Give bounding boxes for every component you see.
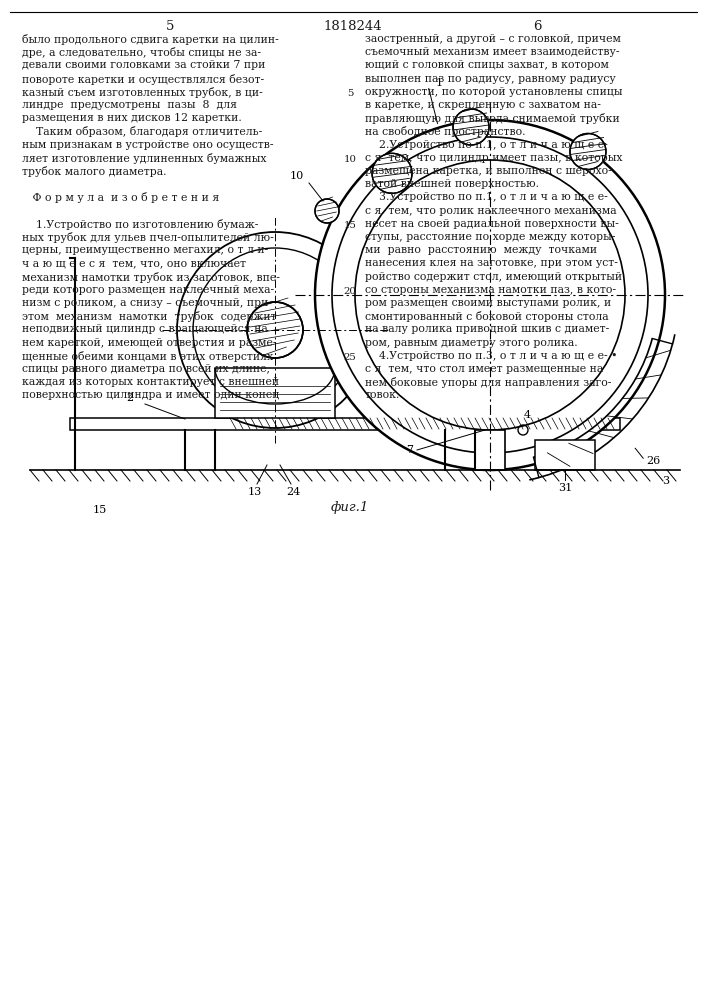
Text: 25: 25	[344, 353, 356, 362]
Text: 4: 4	[523, 410, 530, 420]
Text: 1818244: 1818244	[324, 20, 382, 33]
Circle shape	[332, 137, 648, 453]
Circle shape	[315, 199, 339, 223]
Text: смонтированный с боковой стороны стола: смонтированный с боковой стороны стола	[365, 311, 609, 322]
Text: реди которого размещен наклеечный меха-: реди которого размещен наклеечный меха-	[22, 285, 274, 295]
Circle shape	[570, 133, 606, 169]
Text: нанесения клея на заготовке, при этом уст-: нанесения клея на заготовке, при этом ус…	[365, 258, 618, 268]
Text: с я  тем, что стол имеет размещенные на: с я тем, что стол имеет размещенные на	[365, 364, 603, 374]
Text: товок.: товок.	[365, 390, 400, 400]
Bar	[215, 368, 335, 418]
Text: 24: 24	[286, 487, 300, 497]
Text: 15: 15	[93, 505, 107, 515]
Text: ных трубок для ульев пчел-опылителей лю-: ных трубок для ульев пчел-опылителей лю-	[22, 232, 274, 243]
Circle shape	[315, 120, 665, 470]
Text: 6: 6	[533, 20, 542, 33]
Text: 15: 15	[344, 221, 356, 230]
Circle shape	[177, 232, 373, 428]
Bar	[475, 430, 505, 470]
Text: ром размещен своими выступами ролик, и: ром размещен своими выступами ролик, и	[365, 298, 612, 308]
Text: казный съем изготовленных трубок, в ци-: казный съем изготовленных трубок, в ци-	[22, 87, 263, 98]
Text: ляет изготовление удлиненных бумажных: ляет изготовление удлиненных бумажных	[22, 153, 267, 164]
Text: ватой внешней поверхностью.: ватой внешней поверхностью.	[365, 179, 539, 189]
Text: ми  равно  расстоянию  между  точками: ми равно расстоянию между точками	[365, 245, 597, 255]
Text: на свободное пространство.: на свободное пространство.	[365, 126, 525, 137]
Text: 5: 5	[166, 20, 174, 33]
Text: 26: 26	[646, 456, 660, 466]
Circle shape	[355, 160, 625, 430]
Text: механизм намотки трубок из заготовок, впе-: механизм намотки трубок из заготовок, вп…	[22, 272, 280, 283]
Text: было продольного сдвига каретки на цилин-: было продольного сдвига каретки на цилин…	[22, 34, 279, 45]
Text: ным признакам в устройстве оно осуществ-: ным признакам в устройстве оно осуществ-	[22, 140, 274, 150]
Text: 7: 7	[407, 445, 414, 455]
Text: неподвижный цилиндр с вращающейся на: неподвижный цилиндр с вращающейся на	[22, 324, 268, 334]
Text: 10: 10	[290, 171, 304, 181]
Text: 20: 20	[344, 287, 356, 296]
Text: 10: 10	[344, 155, 356, 164]
Text: ч а ю щ е е с я  тем, что, оно включает: ч а ю щ е е с я тем, что, оно включает	[22, 258, 246, 268]
Text: 5: 5	[347, 89, 354, 98]
Text: Таким образом, благодаря отличитель-: Таким образом, благодаря отличитель-	[22, 126, 262, 137]
Text: размещена каретка, и выполнен с шерохо-: размещена каретка, и выполнен с шерохо-	[365, 166, 612, 176]
Text: 1.Устройство по изготовлению бумаж-: 1.Устройство по изготовлению бумаж-	[22, 219, 258, 230]
Text: несет на своей радиальной поверхности вы-: несет на своей радиальной поверхности вы…	[365, 219, 619, 229]
Text: ройство содержит стол, имеющий открытый: ройство содержит стол, имеющий открытый	[365, 272, 622, 282]
Text: поверхностью цилиндра и имеет один конец: поверхностью цилиндра и имеет один конец	[22, 390, 279, 400]
Text: 1: 1	[436, 79, 443, 89]
Text: фиг.1: фиг.1	[331, 502, 369, 514]
Text: нем боковые упоры для направления заго-: нем боковые упоры для направления заго-	[365, 377, 612, 388]
Text: с я  тем, что ролик наклеечного механизма: с я тем, что ролик наклеечного механизма	[365, 206, 617, 216]
Text: щенные обеими концами в этих отверстиях: щенные обеими концами в этих отверстиях	[22, 351, 273, 362]
Text: размещения в них дисков 12 каретки.: размещения в них дисков 12 каретки.	[22, 113, 242, 123]
Text: ющий с головкой спицы захват, в котором: ющий с головкой спицы захват, в котором	[365, 60, 609, 70]
Text: заостренный, а другой – с головкой, причем: заостренный, а другой – с головкой, прич…	[365, 34, 621, 44]
Text: Ф о р м у л а  и з о б р е т е н и я: Ф о р м у л а и з о б р е т е н и я	[22, 192, 219, 203]
Text: девали своими головками за стойки 7 при: девали своими головками за стойки 7 при	[22, 60, 265, 70]
Circle shape	[193, 248, 357, 412]
Text: дре, а следовательно, чтобы спицы не за-: дре, а следовательно, чтобы спицы не за-	[22, 47, 261, 58]
Bar	[70, 418, 620, 430]
Text: нем кареткой, имеющей отверстия и разме-: нем кареткой, имеющей отверстия и разме-	[22, 338, 276, 348]
Text: трубок малого диаметра.: трубок малого диаметра.	[22, 166, 167, 177]
Text: окружности, по которой установлены спицы: окружности, по которой установлены спицы	[365, 87, 622, 97]
Text: ром, равным диаметру этого ролика.: ром, равным диаметру этого ролика.	[365, 338, 578, 348]
Text: каждая из которых контактирует с внешней: каждая из которых контактирует с внешней	[22, 377, 279, 387]
Text: церны, преимущественно мегахил, о т л и-: церны, преимущественно мегахил, о т л и-	[22, 245, 268, 255]
Text: этом  механизм  намотки  трубок  содержит: этом механизм намотки трубок содержит	[22, 311, 276, 322]
Text: 4.Устройство по п.3, о т л и ч а ю щ е е- •: 4.Устройство по п.3, о т л и ч а ю щ е е…	[365, 351, 617, 361]
Text: 13: 13	[248, 487, 262, 497]
Text: повороте каретки и осуществлялся безот-: повороте каретки и осуществлялся безот-	[22, 74, 264, 85]
Text: 2: 2	[127, 393, 134, 403]
Text: съемочный механизм имеет взаимодейству-: съемочный механизм имеет взаимодейству-	[365, 47, 619, 57]
Text: со стороны механизма намотки паз, в кото-: со стороны механизма намотки паз, в кото…	[365, 285, 616, 295]
Circle shape	[247, 302, 303, 358]
Text: на валу ролика приводной шкив с диамет-: на валу ролика приводной шкив с диамет-	[365, 324, 609, 334]
Text: выполнен паз по радиусу, равному радиусу: выполнен паз по радиусу, равному радиусу	[365, 74, 616, 84]
Circle shape	[372, 153, 412, 193]
Text: 31: 31	[558, 483, 572, 493]
Text: 3: 3	[662, 476, 669, 486]
Text: в каретке, и скрепленную с захватом на-: в каретке, и скрепленную с захватом на-	[365, 100, 601, 110]
Text: с я  тем, что цилиндр имеет пазы, в которых: с я тем, что цилиндр имеет пазы, в котор…	[365, 153, 622, 163]
Text: правляющую для вывода снимаемой трубки: правляющую для вывода снимаемой трубки	[365, 113, 620, 124]
Text: 2.Устройство по п.1, о т л и ч а ю щ е е-: 2.Устройство по п.1, о т л и ч а ю щ е е…	[365, 140, 608, 150]
Text: ступы, расстояние по хорде между которы-: ступы, расстояние по хорде между которы-	[365, 232, 615, 242]
Text: 3.Устройство по п.1, о т л и ч а ю щ е е-: 3.Устройство по п.1, о т л и ч а ю щ е е…	[365, 192, 608, 202]
Text: линдре  предусмотрены  пазы  8  для: линдре предусмотрены пазы 8 для	[22, 100, 237, 110]
Circle shape	[453, 109, 489, 145]
Text: спицы равного диаметра по всей их длине,: спицы равного диаметра по всей их длине,	[22, 364, 270, 374]
Bar	[535, 440, 595, 470]
Text: низм с роликом, а снизу – съемочный, при: низм с роликом, а снизу – съемочный, при	[22, 298, 269, 308]
